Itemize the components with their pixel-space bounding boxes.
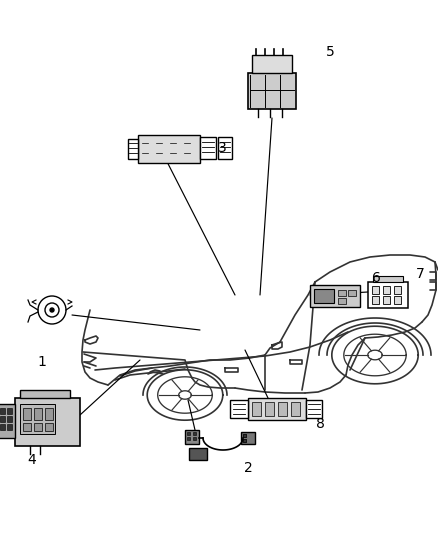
FancyBboxPatch shape xyxy=(0,424,5,430)
FancyBboxPatch shape xyxy=(383,286,390,294)
FancyBboxPatch shape xyxy=(241,432,255,444)
FancyBboxPatch shape xyxy=(243,434,246,437)
FancyBboxPatch shape xyxy=(0,416,5,422)
FancyBboxPatch shape xyxy=(187,432,190,435)
FancyBboxPatch shape xyxy=(193,432,196,435)
FancyBboxPatch shape xyxy=(310,285,360,307)
FancyBboxPatch shape xyxy=(20,390,70,398)
Text: 3: 3 xyxy=(218,141,226,155)
FancyBboxPatch shape xyxy=(248,398,306,420)
FancyBboxPatch shape xyxy=(7,408,12,414)
FancyBboxPatch shape xyxy=(243,439,246,442)
FancyBboxPatch shape xyxy=(372,296,379,304)
FancyBboxPatch shape xyxy=(252,402,261,416)
FancyBboxPatch shape xyxy=(373,276,403,282)
Text: 1: 1 xyxy=(38,355,46,369)
FancyBboxPatch shape xyxy=(306,400,322,418)
FancyBboxPatch shape xyxy=(7,424,12,430)
FancyBboxPatch shape xyxy=(383,296,390,304)
Text: 4: 4 xyxy=(28,453,36,467)
FancyBboxPatch shape xyxy=(278,402,287,416)
FancyBboxPatch shape xyxy=(187,437,190,440)
FancyBboxPatch shape xyxy=(45,408,53,420)
Text: 6: 6 xyxy=(371,271,381,285)
FancyBboxPatch shape xyxy=(34,408,42,420)
FancyBboxPatch shape xyxy=(291,402,300,416)
Text: 5: 5 xyxy=(325,45,334,59)
FancyBboxPatch shape xyxy=(45,423,53,431)
FancyBboxPatch shape xyxy=(394,296,401,304)
FancyBboxPatch shape xyxy=(138,135,200,163)
FancyBboxPatch shape xyxy=(128,139,138,159)
FancyBboxPatch shape xyxy=(314,289,334,303)
FancyBboxPatch shape xyxy=(189,448,207,460)
FancyBboxPatch shape xyxy=(15,398,80,446)
FancyBboxPatch shape xyxy=(23,423,31,431)
Text: 8: 8 xyxy=(315,417,325,431)
FancyBboxPatch shape xyxy=(394,286,401,294)
FancyBboxPatch shape xyxy=(248,73,296,109)
FancyBboxPatch shape xyxy=(372,286,379,294)
FancyBboxPatch shape xyxy=(193,437,196,440)
Text: 7: 7 xyxy=(416,267,424,281)
Text: 2: 2 xyxy=(244,461,252,475)
FancyBboxPatch shape xyxy=(34,423,42,431)
FancyBboxPatch shape xyxy=(200,137,216,159)
FancyBboxPatch shape xyxy=(185,430,199,444)
FancyBboxPatch shape xyxy=(348,290,356,296)
FancyBboxPatch shape xyxy=(0,404,15,438)
FancyBboxPatch shape xyxy=(7,416,12,422)
FancyBboxPatch shape xyxy=(230,400,248,418)
FancyBboxPatch shape xyxy=(265,402,274,416)
FancyBboxPatch shape xyxy=(23,408,31,420)
Circle shape xyxy=(50,308,54,312)
FancyBboxPatch shape xyxy=(338,290,346,296)
FancyBboxPatch shape xyxy=(368,282,408,308)
FancyBboxPatch shape xyxy=(243,439,246,442)
FancyBboxPatch shape xyxy=(0,408,5,414)
FancyBboxPatch shape xyxy=(218,137,232,159)
FancyBboxPatch shape xyxy=(243,434,246,437)
FancyBboxPatch shape xyxy=(252,55,292,73)
FancyBboxPatch shape xyxy=(20,404,55,434)
FancyBboxPatch shape xyxy=(338,298,346,304)
